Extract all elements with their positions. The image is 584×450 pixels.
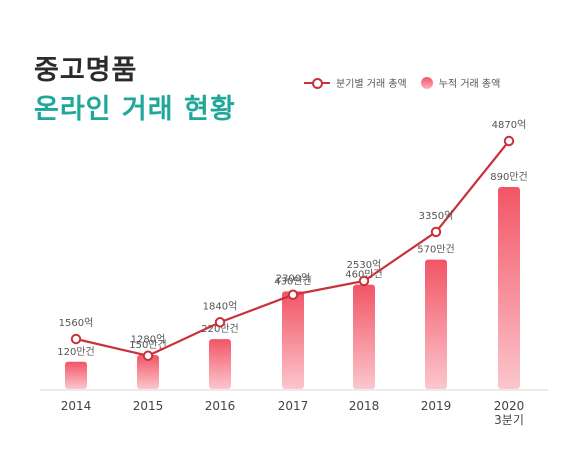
bar-5: [425, 259, 447, 389]
x-tick-label-4: 2018: [349, 399, 380, 413]
legend-line-marker-icon: [304, 77, 330, 89]
chart-legend: 분기별 거래 총액 누적 거래 총액: [304, 75, 500, 90]
line-point-1: [142, 350, 154, 361]
bar-3: [282, 291, 304, 389]
line-label-6: 4870억: [492, 119, 527, 131]
x-tick-label-1: 2015: [133, 399, 164, 413]
line-label-4: 2530억: [347, 259, 382, 271]
line-point-6: [503, 135, 515, 147]
bar-label-4: 460만건: [345, 269, 383, 281]
line-point-0: [70, 333, 82, 345]
legend-bar-marker-icon: [420, 76, 433, 89]
bar-label-0: 120만건: [57, 346, 95, 358]
bar-4: [353, 284, 375, 389]
legend-item-line: 분기별 거래 총액: [304, 75, 407, 90]
bar-6: [498, 187, 520, 389]
line-label-1: 1280억: [131, 334, 166, 346]
bar-label-3: 430만건: [274, 275, 312, 287]
legend-bar-label: 누적 거래 총액: [438, 79, 501, 90]
line-point-5: [430, 226, 442, 238]
x-tick-label-0: 2014: [61, 399, 92, 413]
bar-label-5: 570만건: [417, 244, 455, 256]
line-point-3: [287, 289, 299, 300]
bar-label-1: 150만건: [129, 339, 167, 351]
line-label-0: 1560억: [59, 317, 94, 329]
x-tick-label-3: 2017: [278, 399, 309, 413]
bar-2: [209, 339, 231, 389]
x-tick-label-2: 2016: [205, 399, 236, 413]
line-point-4: [358, 275, 370, 287]
legend-line-label: 분기별 거래 총액: [336, 79, 407, 90]
bar-label-6: 890만건: [490, 171, 528, 183]
bar-1: [137, 354, 159, 389]
chart-title-line2: 온라인 거래 현황: [34, 94, 236, 125]
line-point-2: [214, 317, 226, 328]
line-label-2: 1840억: [203, 300, 238, 312]
line-label-3: 2300억: [276, 273, 311, 285]
line-label-5: 3350억: [419, 210, 454, 222]
chart-title-line1: 중고명품: [34, 55, 138, 86]
bar-0: [65, 361, 87, 389]
x-tick-label-6: 2020 3분기: [494, 399, 525, 427]
x-tick-label-5: 2019: [421, 399, 452, 413]
legend-item-bar: 누적 거래 총액: [415, 75, 501, 90]
